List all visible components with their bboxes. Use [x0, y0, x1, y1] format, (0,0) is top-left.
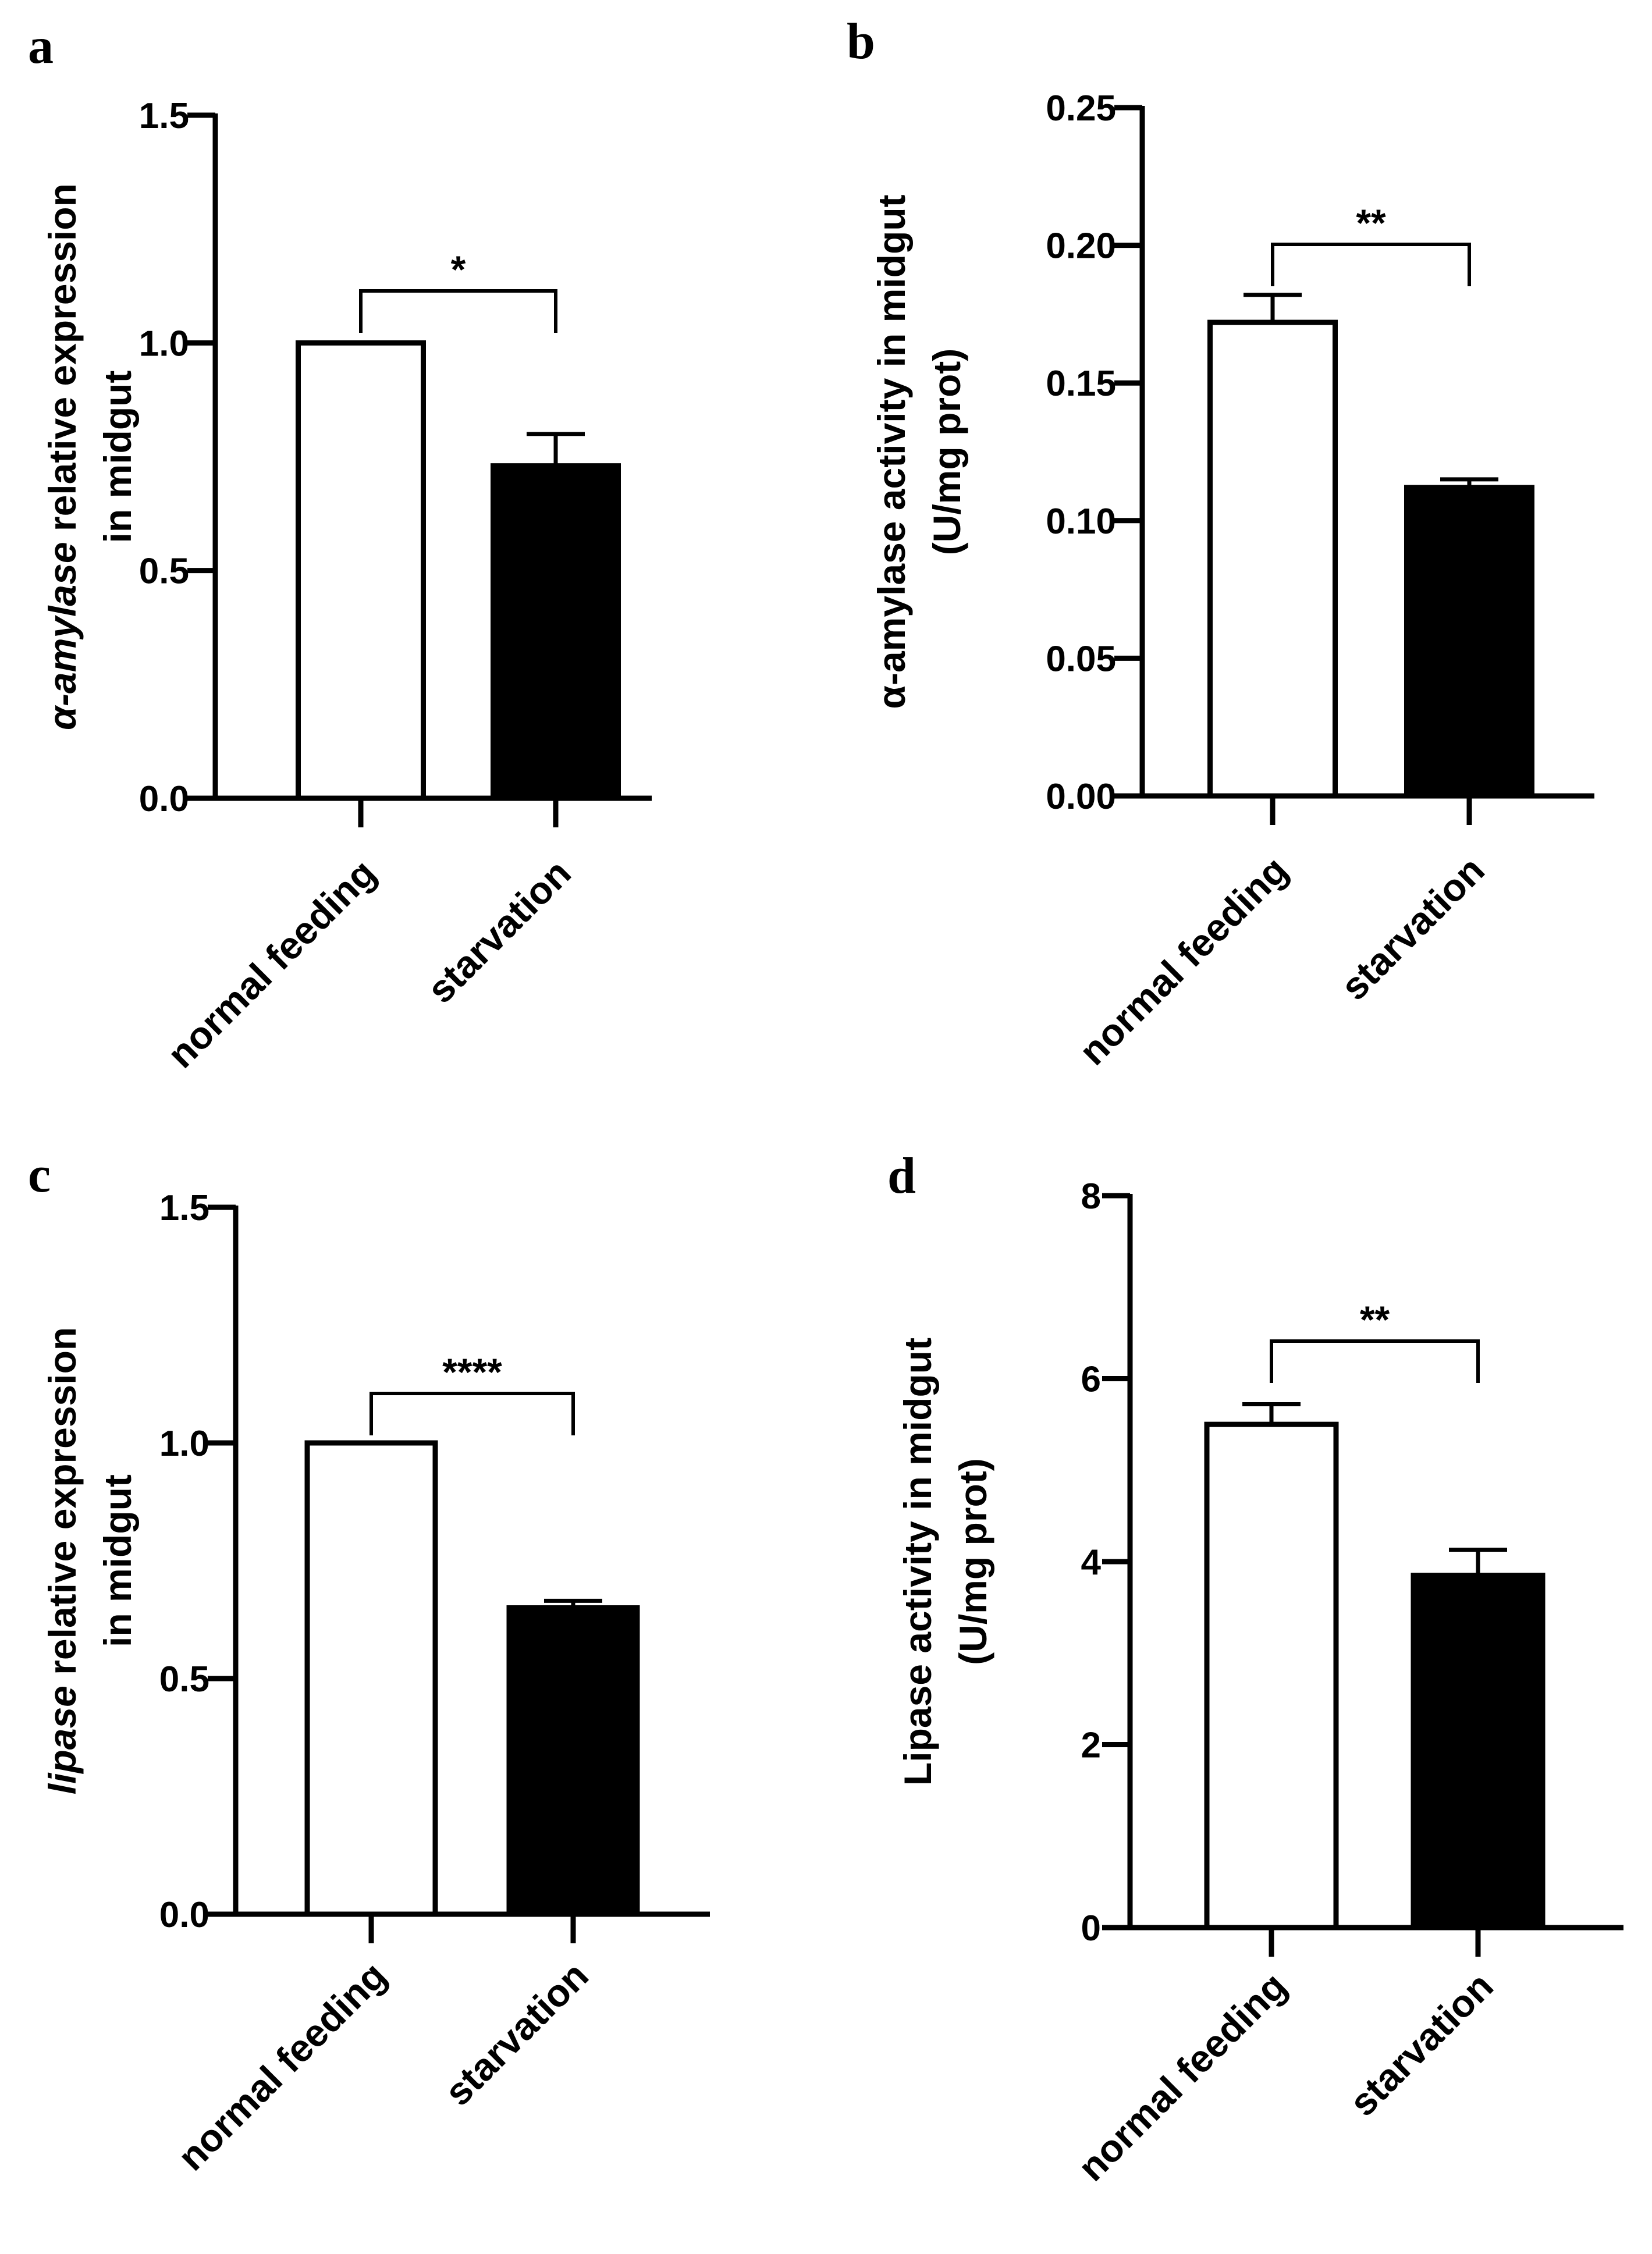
y-tick-label: 1.0	[139, 323, 189, 364]
category-label: normal feeding	[169, 1954, 395, 2179]
y-axis-title-text: relative expression	[41, 183, 84, 542]
y-tick-label: 6	[1081, 1360, 1101, 1400]
y-axis-title-line1: α-amylase activity in midgut	[870, 194, 913, 709]
bar-starvation	[1404, 485, 1534, 799]
y-tick-label: 0.5	[139, 552, 189, 592]
bar-normal-feeding	[1204, 1421, 1339, 1931]
chart-panel-c: c 0.0 0.5 1.0 1.5 lipase relative expression i…	[28, 1147, 710, 2178]
y-tick-label: 0.0	[159, 1895, 209, 1935]
significance-label: **	[1360, 1298, 1390, 1341]
y-axis-title-text: Lipase activity in midgut	[896, 1338, 939, 1786]
bar-normal-feeding	[296, 340, 426, 801]
chart-panel-a: a 0.0 0.5 1.0 1.5 α-amylase relative expressi…	[28, 18, 652, 1076]
bar-normal-feeding	[1207, 319, 1338, 799]
category-label: normal feeding	[1071, 848, 1296, 1073]
y-axis-title-text: α-amylase activity in midgut	[870, 194, 913, 709]
category-label: normal feeding	[159, 851, 384, 1076]
y-axis-title-line2: in midgut	[96, 1474, 139, 1647]
y-axis-title-line2: (U/mg prot)	[925, 349, 968, 556]
chart-panel-d: d 0 2 4 6 8 Lipase activity in midgut (U/mg pro…	[887, 1148, 1623, 2189]
y-tick-label: 0.05	[1046, 639, 1116, 679]
y-tick-label: 0.20	[1046, 226, 1116, 266]
y-axis-title-text: relative expression	[41, 1327, 84, 1686]
y-tick-label: 0.10	[1046, 502, 1116, 542]
category-label: starvation	[436, 1954, 596, 2114]
y-tick-label: 0.00	[1046, 777, 1116, 817]
y-tick-label: 0.15	[1046, 364, 1116, 404]
category-label: starvation	[419, 851, 579, 1011]
y-axis-title-line1: Lipase activity in midgut	[896, 1338, 939, 1786]
y-tick-label: 8	[1081, 1176, 1101, 1217]
bar-starvation	[491, 463, 621, 801]
significance-bracket	[370, 1392, 575, 1435]
significance-label: **	[1356, 201, 1386, 244]
category-label: normal feeding	[1070, 1964, 1295, 2189]
y-tick-label: 0	[1081, 1908, 1101, 1949]
y-tick-label: 1.0	[159, 1424, 209, 1464]
significance-label: *	[451, 248, 466, 291]
y-axis-title-italic: α-amylase	[41, 542, 84, 730]
chart-panel-b: b 0.00 0.05 0.10 0.15 0.20 0.25 α-amylase activ…	[847, 13, 1594, 1073]
y-axis-title-line1: lipase relative expression	[41, 1327, 84, 1794]
y-axis-title-line2: in midgut	[96, 371, 139, 543]
y-tick-label: 4	[1081, 1542, 1102, 1583]
panel-letter-b: b	[847, 13, 875, 70]
significance-bracket	[1270, 1339, 1480, 1383]
bar-starvation	[1411, 1573, 1546, 1931]
significance-bracket	[359, 289, 557, 333]
category-label: starvation	[1341, 1964, 1501, 2124]
significance-label: ****	[442, 1350, 502, 1393]
bar-normal-feeding	[304, 1440, 438, 1917]
panel-letter-d: d	[887, 1148, 916, 1204]
significance-bracket	[1271, 243, 1471, 286]
y-axis-title-italic: lipase	[41, 1686, 84, 1794]
category-label: starvation	[1333, 848, 1493, 1008]
y-tick-label: 0.5	[159, 1659, 209, 1700]
panel-letter-a: a	[28, 18, 54, 74]
y-tick-label: 0.25	[1046, 88, 1116, 129]
y-tick-label: 1.5	[159, 1188, 209, 1228]
y-tick-label: 0.0	[139, 779, 189, 819]
y-axis-title-line1: α-amylase relative expression	[41, 183, 84, 730]
bar-starvation	[506, 1605, 640, 1917]
panel-letter-c: c	[28, 1147, 51, 1203]
y-tick-label: 2	[1081, 1726, 1101, 1766]
y-axis-title-line2: (U/mg prot)	[951, 1458, 994, 1665]
y-tick-label: 1.5	[139, 96, 189, 136]
